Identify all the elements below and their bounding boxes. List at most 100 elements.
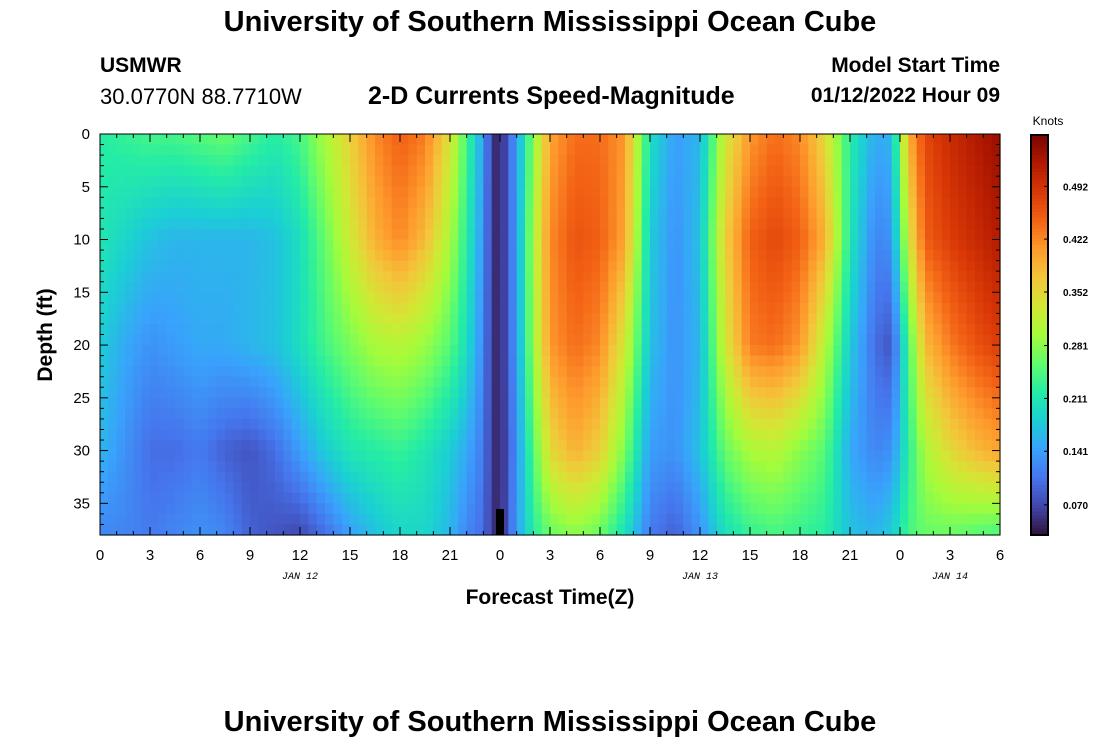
heatmap-cell bbox=[300, 323, 309, 336]
heatmap-cell bbox=[791, 387, 801, 399]
heatmap-cell bbox=[941, 197, 951, 209]
heatmap-cell bbox=[691, 397, 701, 409]
heatmap-cell bbox=[100, 418, 109, 431]
heatmap-cell bbox=[241, 292, 251, 304]
heatmap-cell bbox=[850, 524, 859, 536]
heatmap-cell bbox=[858, 302, 868, 314]
heatmap-cell bbox=[416, 408, 426, 420]
heatmap-cell bbox=[583, 440, 593, 452]
heatmap-cell bbox=[466, 355, 476, 367]
heatmap-cell bbox=[441, 176, 451, 188]
heatmap-cell bbox=[516, 440, 526, 452]
heatmap-cell bbox=[783, 228, 793, 241]
heatmap-cell bbox=[950, 408, 959, 420]
heatmap-cell bbox=[816, 165, 826, 177]
heatmap-cell bbox=[133, 218, 143, 230]
heatmap-cell bbox=[558, 503, 568, 515]
heatmap-cell bbox=[466, 186, 476, 198]
heatmap-cell bbox=[816, 482, 826, 494]
heatmap-cell bbox=[550, 334, 559, 346]
heatmap-cell bbox=[241, 387, 251, 399]
heatmap-cell bbox=[850, 450, 859, 462]
heatmap-cell bbox=[991, 471, 1001, 483]
heatmap-cell bbox=[116, 366, 126, 378]
heatmap-cell bbox=[225, 250, 234, 262]
heatmap-cell bbox=[141, 492, 151, 504]
heatmap-cell bbox=[750, 334, 759, 346]
heatmap-cell bbox=[100, 292, 109, 304]
heatmap-cell bbox=[408, 250, 418, 262]
heatmap-cell bbox=[183, 440, 193, 452]
heatmap-cell bbox=[866, 218, 876, 230]
heatmap-cell bbox=[916, 503, 926, 515]
heatmap-cell bbox=[558, 207, 568, 220]
heatmap-cell bbox=[608, 302, 618, 314]
heatmap-cell bbox=[133, 355, 143, 367]
heatmap-cell bbox=[166, 418, 176, 431]
heatmap-cell bbox=[691, 281, 701, 293]
heatmap-cell bbox=[983, 197, 993, 209]
heatmap-cell bbox=[516, 513, 526, 526]
heatmap-cell bbox=[825, 397, 834, 409]
heatmap-cell bbox=[800, 292, 809, 304]
heatmap-cell bbox=[866, 345, 876, 357]
heatmap-cell bbox=[408, 271, 418, 283]
heatmap-cell bbox=[666, 450, 676, 462]
heatmap-cell bbox=[500, 155, 509, 167]
heatmap-cell bbox=[750, 281, 759, 293]
heatmap-cell bbox=[791, 524, 801, 536]
heatmap-cell bbox=[508, 376, 518, 388]
heatmap-cell bbox=[266, 397, 276, 409]
heatmap-cell bbox=[966, 165, 976, 177]
heatmap-cell bbox=[908, 471, 918, 483]
heatmap-cell bbox=[608, 144, 618, 156]
heatmap-cell bbox=[758, 292, 768, 304]
heatmap-cell bbox=[366, 345, 376, 357]
colorbar-swatch bbox=[1031, 301, 1048, 306]
heatmap-cell bbox=[575, 334, 584, 346]
heatmap-cell bbox=[983, 482, 993, 494]
heatmap-cell bbox=[208, 471, 218, 483]
heatmap-cell bbox=[275, 186, 284, 198]
heatmap-cell bbox=[675, 271, 684, 283]
heatmap-cell bbox=[400, 144, 409, 156]
heatmap-cell bbox=[991, 218, 1001, 230]
heatmap-cell bbox=[391, 218, 401, 230]
heatmap-cell bbox=[708, 387, 718, 399]
heatmap-cell bbox=[341, 281, 351, 293]
heatmap-cell bbox=[800, 408, 809, 420]
heatmap-cell bbox=[425, 228, 434, 241]
heatmap-cell bbox=[616, 418, 626, 431]
heatmap-cell bbox=[991, 461, 1001, 473]
heatmap-cell bbox=[175, 334, 184, 346]
heatmap-cell bbox=[508, 302, 518, 314]
colorbar-swatch bbox=[1031, 428, 1048, 433]
heatmap-cell bbox=[841, 144, 851, 156]
heatmap-cell bbox=[658, 271, 668, 283]
heatmap-cell bbox=[216, 429, 226, 441]
x-tick-label: 21 bbox=[442, 547, 459, 564]
heatmap-cell bbox=[600, 418, 609, 431]
heatmap-cell bbox=[533, 513, 543, 526]
colorbar-swatch bbox=[1031, 518, 1048, 523]
heatmap-cell bbox=[800, 376, 809, 388]
heatmap-cell bbox=[983, 418, 993, 431]
heatmap-cell bbox=[325, 355, 334, 367]
heatmap-cell bbox=[116, 165, 126, 177]
x-tick-label: 3 bbox=[146, 547, 154, 564]
heatmap-cell bbox=[991, 513, 1001, 526]
heatmap-cell bbox=[108, 387, 118, 399]
heatmap-cell bbox=[950, 397, 959, 409]
heatmap-cell bbox=[641, 366, 651, 378]
heatmap-cell bbox=[258, 461, 268, 473]
colorbar-swatch bbox=[1031, 458, 1048, 463]
heatmap-cell bbox=[208, 503, 218, 515]
heatmap-cell bbox=[558, 471, 568, 483]
heatmap-cell bbox=[508, 334, 518, 346]
heatmap-cell bbox=[475, 186, 484, 198]
heatmap-cell bbox=[416, 197, 426, 209]
heatmap-cell bbox=[633, 482, 643, 494]
heatmap-cell bbox=[191, 207, 201, 220]
heatmap-cell bbox=[333, 387, 343, 399]
heatmap-cell bbox=[875, 429, 884, 441]
